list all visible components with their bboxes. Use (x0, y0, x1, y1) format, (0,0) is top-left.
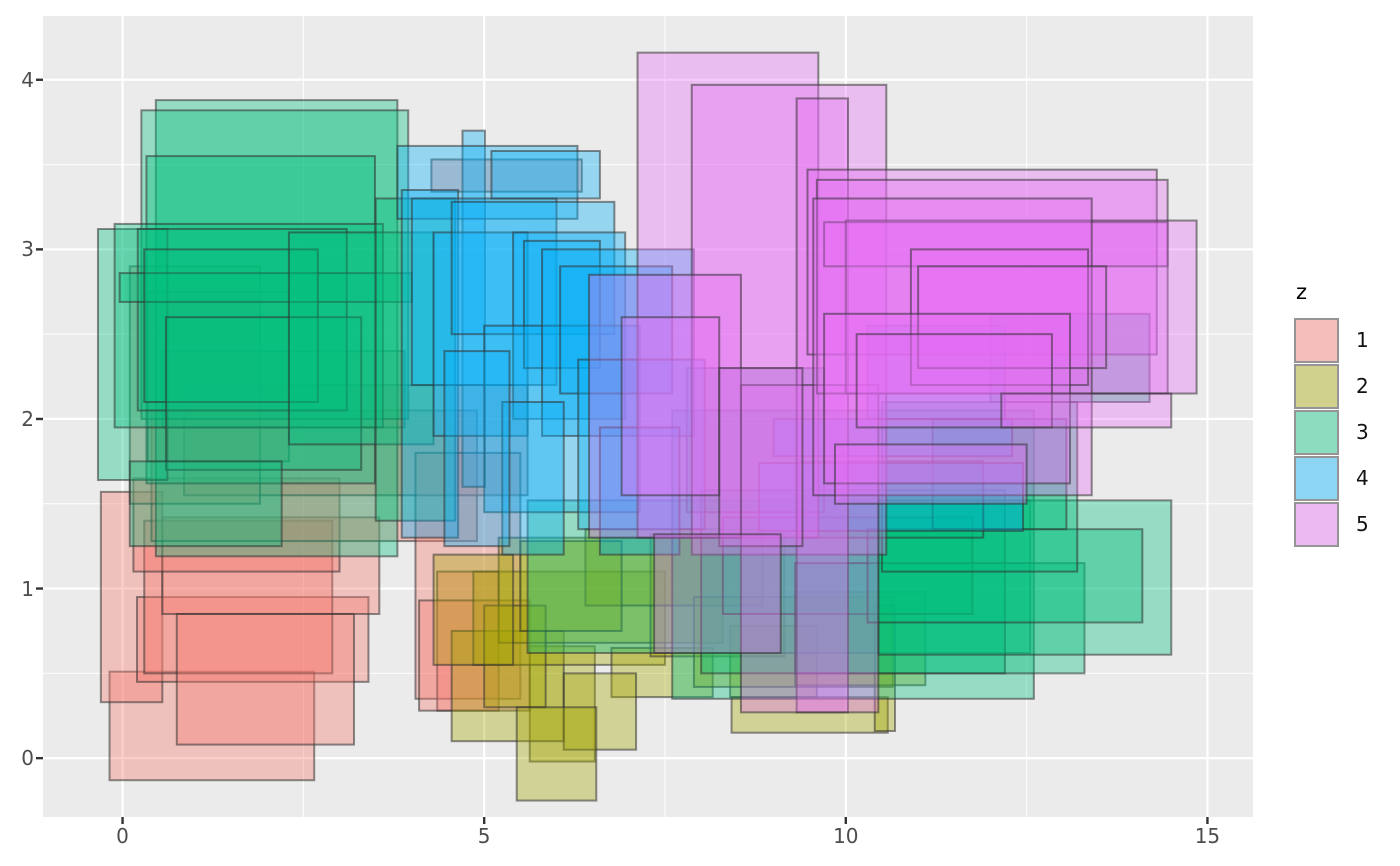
x-tick-label: 0 (116, 824, 129, 848)
data-rect-z4 (396, 144, 579, 220)
data-rect-z5 (795, 97, 849, 714)
data-rect-z3 (113, 222, 384, 429)
data-rect-z5 (823, 312, 1072, 485)
data-rect-z5 (812, 197, 1093, 497)
legend-entry: 5 (1294, 502, 1398, 547)
x-tick-label: 15 (1194, 824, 1221, 848)
data-rect-z3 (866, 528, 1144, 624)
legend-key-fill (1296, 320, 1337, 361)
legend-key-swatch (1294, 410, 1339, 455)
data-rect-z3 (287, 231, 435, 446)
data-rect-z3 (140, 109, 410, 420)
data-rect-z5 (917, 265, 1108, 370)
data-rect-z2 (472, 570, 666, 666)
legend-key-swatch (1294, 318, 1339, 363)
data-rect-z2 (794, 590, 927, 687)
data-rect-z1 (146, 290, 290, 463)
y-tick-label: 4 (21, 67, 34, 92)
data-rect-z1 (430, 158, 583, 193)
data-rect-z1 (150, 409, 478, 543)
legend-key-swatch (1294, 502, 1339, 547)
data-rect-z3 (880, 400, 1079, 573)
data-rect-z4 (490, 149, 601, 200)
y-tick-label: 3 (21, 237, 34, 262)
data-rect-z2 (515, 706, 598, 802)
legend-key-fill (1296, 504, 1337, 545)
data-rect-z5 (823, 221, 1169, 268)
data-rect-z1 (183, 384, 529, 497)
data-rect-z1 (161, 350, 406, 429)
data-rect-z3 (700, 489, 1006, 675)
data-rect-z4 (541, 248, 695, 437)
data-rect-z2 (692, 596, 894, 688)
data-rect-z1 (175, 612, 355, 746)
legend-key-swatch (1294, 364, 1339, 409)
data-rect-z3 (164, 316, 363, 471)
data-rect-z4 (443, 350, 511, 548)
y-tick-label: 1 (21, 576, 34, 601)
y-tick-label: 0 (21, 746, 34, 771)
legend-title: z (1296, 280, 1308, 304)
data-rect-z3 (145, 155, 376, 485)
data-rect-z4 (866, 324, 1006, 420)
legend-entries: 1 2 3 4 5 (1294, 318, 1398, 547)
data-rect-z5 (588, 273, 742, 539)
data-rect-z5 (806, 168, 1158, 356)
legend: z 1 2 3 4 5 (1294, 280, 1398, 548)
legend-entry: 3 (1294, 410, 1398, 455)
data-rect-z5 (815, 178, 1169, 395)
legend-label: 5 (1356, 512, 1369, 536)
data-rect-z3 (118, 272, 413, 303)
data-rect-z3 (797, 460, 985, 539)
legend-label: 2 (1356, 374, 1369, 398)
data-rect-z3 (374, 197, 457, 522)
data-rect-z5 (690, 83, 888, 556)
legend-key-fill (1296, 412, 1337, 453)
data-rect-z5 (833, 443, 1028, 505)
data-rect-z5 (620, 316, 721, 497)
legend-key-swatch (1294, 456, 1339, 501)
data-rect-z4 (522, 239, 601, 370)
data-rect-z3 (136, 228, 348, 412)
data-rect-z1 (108, 670, 316, 782)
legend-key-fill (1296, 366, 1337, 407)
x-tick-label: 5 (477, 824, 491, 848)
legend-entry: 2 (1294, 364, 1398, 409)
data-rect-z5 (718, 367, 804, 548)
data-rect-z3 (96, 228, 169, 482)
data-rect-z5 (636, 51, 820, 539)
legend-entry: 4 (1294, 456, 1398, 501)
data-rect-z3 (128, 460, 283, 548)
legend-entry: 1 (1294, 318, 1398, 363)
data-rect-z1 (136, 596, 370, 683)
data-rect-z3 (154, 99, 399, 558)
legend-label: 3 (1356, 420, 1369, 444)
data-rect-z2 (562, 672, 638, 751)
data-rect-z5 (1000, 392, 1173, 429)
y-tick-label: 2 (21, 406, 34, 431)
data-rect-z5 (739, 384, 880, 714)
data-rect-z5 (855, 333, 1053, 429)
data-rect-z4 (450, 200, 616, 336)
data-rect-z4 (501, 400, 565, 556)
data-rect-z2 (432, 553, 515, 666)
legend-key-fill (1296, 458, 1337, 499)
legend-label: 1 (1356, 328, 1369, 352)
data-rect-z1 (418, 599, 531, 712)
data-rect-z3 (931, 417, 1068, 531)
data-rect-z3 (877, 499, 1173, 656)
x-tick-label: 10 (833, 824, 859, 848)
data-rect-z1 (128, 265, 261, 505)
data-rect-z5 (909, 248, 1090, 387)
legend-label: 4 (1356, 466, 1369, 490)
data-rect-z5 (653, 533, 782, 655)
data-rect-z2 (483, 604, 547, 709)
data-rect-z2 (519, 540, 623, 632)
data-rect-z1 (161, 516, 381, 615)
